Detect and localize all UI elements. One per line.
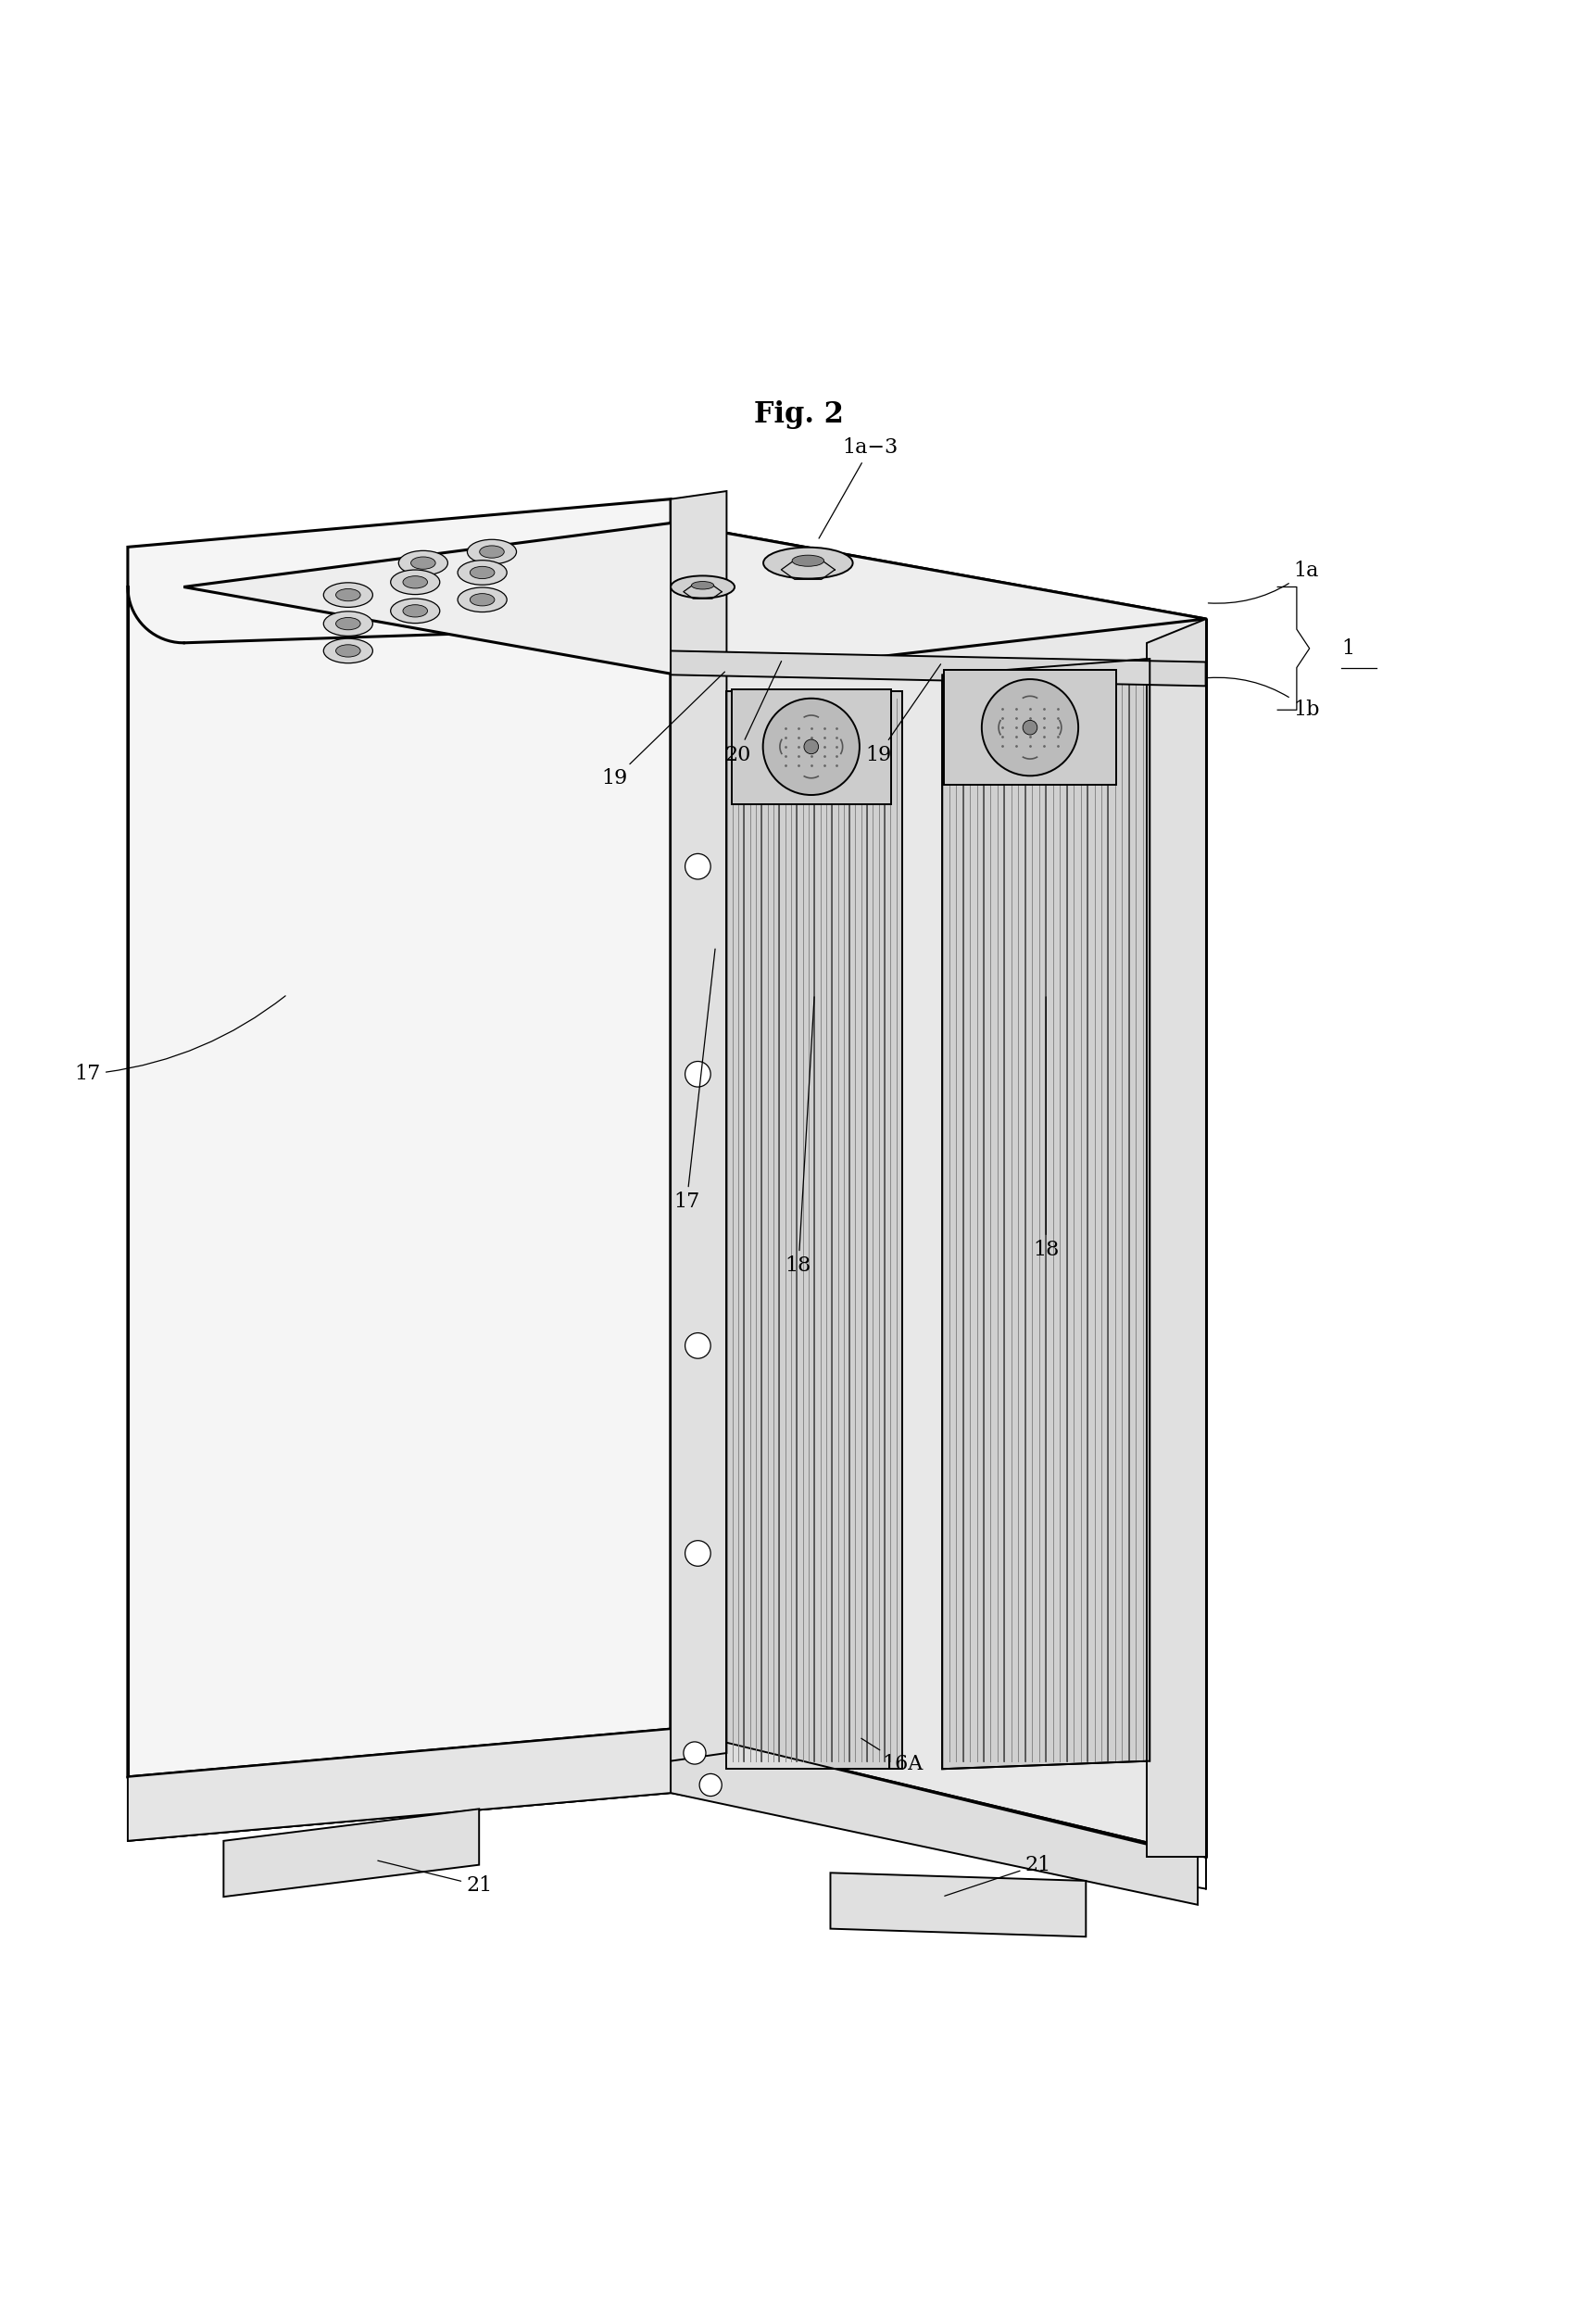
Ellipse shape bbox=[324, 639, 372, 662]
Ellipse shape bbox=[335, 589, 361, 600]
Circle shape bbox=[683, 1743, 705, 1763]
Circle shape bbox=[982, 679, 1077, 775]
Ellipse shape bbox=[691, 582, 713, 589]
Text: 16A: 16A bbox=[860, 1738, 922, 1775]
Ellipse shape bbox=[458, 589, 506, 612]
Ellipse shape bbox=[391, 598, 439, 623]
Text: 20: 20 bbox=[725, 660, 780, 764]
Ellipse shape bbox=[335, 619, 361, 630]
Ellipse shape bbox=[399, 552, 447, 575]
Ellipse shape bbox=[469, 565, 495, 579]
Circle shape bbox=[803, 739, 819, 755]
Text: 1a−3: 1a−3 bbox=[819, 439, 897, 538]
Polygon shape bbox=[670, 524, 1205, 1858]
Polygon shape bbox=[1146, 619, 1205, 1858]
Text: 19: 19 bbox=[602, 672, 725, 789]
Text: 19: 19 bbox=[865, 665, 940, 764]
Polygon shape bbox=[670, 651, 1205, 685]
Text: 18: 18 bbox=[785, 997, 814, 1276]
Ellipse shape bbox=[479, 545, 504, 559]
Polygon shape bbox=[128, 1729, 670, 1842]
Text: 17: 17 bbox=[75, 995, 286, 1085]
Circle shape bbox=[1021, 720, 1037, 734]
Text: Fig. 2: Fig. 2 bbox=[753, 399, 843, 429]
Polygon shape bbox=[128, 499, 670, 1777]
Polygon shape bbox=[830, 1872, 1085, 1936]
Polygon shape bbox=[223, 1809, 479, 1897]
Ellipse shape bbox=[763, 547, 852, 579]
Ellipse shape bbox=[402, 605, 428, 616]
Ellipse shape bbox=[391, 570, 439, 595]
Circle shape bbox=[685, 1539, 710, 1567]
Polygon shape bbox=[731, 690, 891, 803]
Ellipse shape bbox=[458, 561, 506, 584]
Polygon shape bbox=[943, 669, 1116, 785]
Ellipse shape bbox=[469, 593, 495, 607]
Circle shape bbox=[685, 854, 710, 879]
Text: 21: 21 bbox=[945, 1856, 1050, 1895]
Polygon shape bbox=[670, 1729, 1197, 1904]
Ellipse shape bbox=[410, 556, 436, 570]
Ellipse shape bbox=[468, 540, 516, 563]
Text: 1: 1 bbox=[1341, 639, 1353, 658]
Circle shape bbox=[685, 1062, 710, 1087]
Circle shape bbox=[685, 1334, 710, 1359]
Ellipse shape bbox=[792, 556, 824, 565]
Ellipse shape bbox=[670, 575, 734, 598]
Circle shape bbox=[699, 1775, 721, 1796]
Polygon shape bbox=[670, 492, 726, 1761]
Circle shape bbox=[763, 699, 859, 794]
Text: 18: 18 bbox=[1033, 997, 1058, 1260]
Text: 17: 17 bbox=[674, 949, 715, 1212]
Text: 1b: 1b bbox=[1208, 679, 1320, 720]
Ellipse shape bbox=[324, 582, 372, 607]
Polygon shape bbox=[726, 690, 902, 1768]
Ellipse shape bbox=[402, 577, 428, 589]
Polygon shape bbox=[942, 658, 1149, 1768]
Text: 21: 21 bbox=[378, 1860, 492, 1895]
Text: 1a: 1a bbox=[1208, 561, 1318, 602]
Ellipse shape bbox=[324, 612, 372, 637]
Ellipse shape bbox=[335, 644, 361, 658]
Polygon shape bbox=[184, 524, 1205, 679]
